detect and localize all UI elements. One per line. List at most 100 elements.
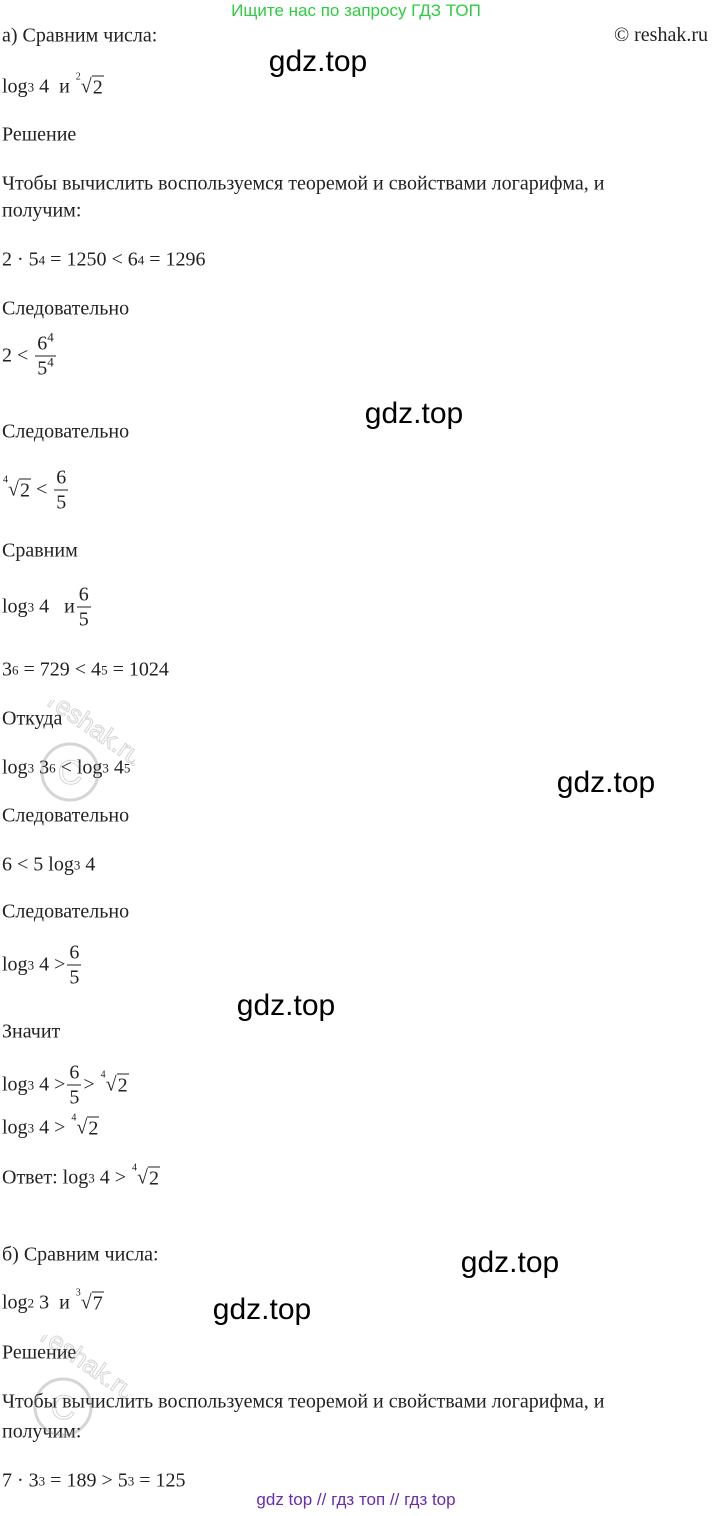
solution-line: Решение: [2, 124, 76, 147]
fraction-numerator: 6: [67, 1061, 82, 1086]
solution-line: Следовательно: [2, 805, 129, 828]
root-index: 4: [100, 1069, 106, 1081]
math-text: Чтобы вычислить воспользуемся теоремой и…: [2, 1390, 605, 1413]
fraction-numerator: 6: [76, 583, 91, 608]
svg-text:C: C: [58, 754, 83, 792]
solution-line: Следовательно: [2, 298, 129, 321]
math-text: 6: [56, 466, 67, 489]
math-text: = 729 < 4: [18, 658, 102, 681]
solution-line: 2 < 64 54: [2, 331, 58, 381]
math-text: log: [2, 595, 28, 618]
math-text: 4 >: [94, 1166, 132, 1189]
solution-line: Следовательно: [2, 901, 129, 924]
math-text: 3 и: [34, 1291, 75, 1314]
radical-sign-icon: √: [137, 1166, 149, 1189]
math-text: Решение: [2, 123, 77, 146]
solution-line: log 3 4 >6 5: [2, 941, 82, 990]
superscript: 4: [47, 354, 54, 370]
solution-line: Ответ: log 3 4 > 4 √ 2: [2, 1162, 161, 1190]
math-text: 5: [69, 966, 80, 989]
solution-line: Чтобы вычислить воспользуемся теоремой и…: [2, 173, 605, 196]
math-text: 4 и: [34, 75, 75, 98]
fraction-denominator: 5: [79, 608, 89, 632]
root-index: 3: [75, 1287, 81, 1299]
math-text: Ответ: log: [2, 1166, 89, 1189]
math-text: 5: [78, 608, 89, 631]
math-text: Значит: [2, 1020, 61, 1043]
nth-root: 4 √ 2: [132, 1163, 161, 1190]
math-text: 2 · 5: [2, 248, 39, 271]
math-text: 6: [37, 332, 48, 355]
math-text: log: [2, 1116, 28, 1139]
math-text: б) Сравним числа:: [2, 1243, 159, 1266]
math-text: 4: [108, 756, 124, 779]
solution-line: а) Сравним числа:: [2, 25, 157, 48]
math-text: = 1250 < 6: [45, 248, 138, 271]
math-text: а) Сравним числа:: [2, 24, 158, 47]
math-text: 3: [2, 658, 12, 681]
math-text: 4: [80, 853, 96, 876]
solution-line: Решение: [2, 1342, 76, 1365]
radicand: 2: [148, 1166, 161, 1190]
solution-line: Сравним: [2, 540, 78, 563]
reshak-stamp-logo: C reshak.ru: [33, 1335, 128, 1437]
math-text: 4 >: [34, 953, 66, 976]
svg-text:reshak.ru: reshak.ru: [36, 1335, 128, 1407]
root-index: 4: [132, 1162, 138, 1174]
math-text: log: [2, 756, 28, 779]
radicand: 7: [91, 1291, 104, 1315]
fraction: 64 54: [35, 331, 56, 381]
solution-line: log 3 4 > 4 √ 2: [2, 1112, 100, 1140]
radical-sign-icon: √: [80, 1291, 92, 1314]
nth-root: 4 √ 2: [101, 1070, 129, 1097]
solution-line: Чтобы вычислить воспользуемся теоремой и…: [2, 1391, 605, 1414]
watermark: gdz.top: [268, 45, 368, 78]
math-text: log: [2, 1073, 28, 1096]
math-text: 6: [69, 1061, 80, 1084]
math-text: 4 и: [34, 595, 75, 618]
math-text: Решение: [2, 1341, 77, 1364]
math-text: Следовательно: [2, 297, 130, 320]
solution-line: получим:: [2, 200, 81, 223]
root-index: 2: [75, 71, 81, 83]
math-text: 2 <: [2, 344, 34, 367]
math-text: = 189 > 5: [45, 1469, 128, 1492]
fraction-denominator: 5: [56, 491, 66, 515]
nth-root: 4 √ 2: [71, 1113, 100, 1140]
svg-text:reshak.ru: reshak.ru: [43, 700, 135, 772]
solution-line: б) Сравним числа:: [2, 1244, 159, 1267]
fraction-numerator: 6: [67, 941, 82, 966]
watermark: gdz.top: [364, 397, 464, 430]
math-text: log: [2, 75, 28, 98]
radicand: 2: [87, 1116, 100, 1140]
solution-line: log 3 4 >6 5 > 4 √ 2: [2, 1061, 129, 1110]
fraction-numerator: 64: [35, 331, 56, 357]
nth-root: 2 √ 2: [76, 72, 104, 99]
math-text: 5: [69, 1086, 80, 1109]
solution-line: 6 < 5 log 3 4: [2, 853, 96, 876]
search-banner[interactable]: Ищите нас по запросу ГДЗ ТОП: [231, 1, 481, 20]
math-text: Откуда: [2, 707, 63, 730]
math-text: log: [2, 953, 28, 976]
math-text: Следовательно: [2, 900, 130, 923]
math-text: 6 < 5 log: [2, 853, 74, 876]
watermark: gdz.top: [236, 989, 336, 1022]
math-text: Чтобы вычислить воспользуемся теоремой и…: [2, 172, 605, 195]
math-text: 4 >: [34, 1073, 66, 1096]
math-text: = 125: [134, 1469, 186, 1492]
root-index: 4: [3, 474, 8, 486]
solution-line: Значит: [2, 1021, 60, 1044]
math-text: = 1024: [107, 658, 169, 681]
footer-links[interactable]: gdz top // гдз топ // гдз top: [256, 1490, 456, 1509]
nth-root: 4 √ 2: [3, 475, 31, 502]
solution-line: Откуда: [2, 708, 62, 731]
solution-line: получим:: [2, 1421, 81, 1444]
